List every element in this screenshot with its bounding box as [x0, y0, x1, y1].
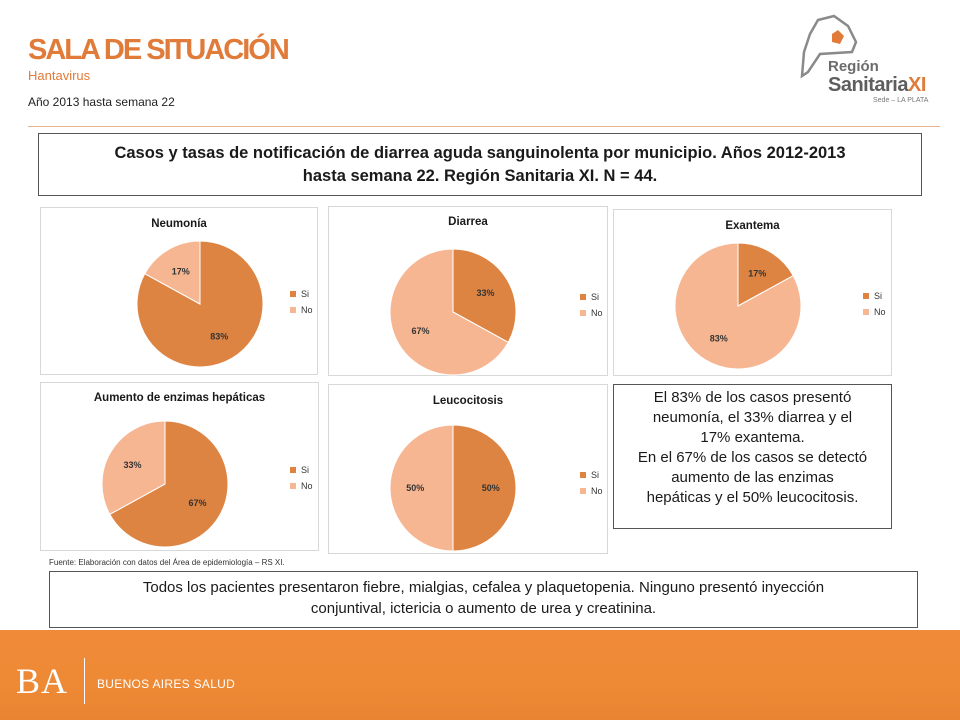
- footer-divider: [84, 658, 85, 704]
- pie-chart-exantema: 17% 83%: [674, 242, 802, 370]
- pie-slice-no: [674, 242, 802, 370]
- chart-legend: Si No: [290, 286, 313, 318]
- legend-label-si: Si: [591, 292, 600, 302]
- report-period: Año 2013 hasta semana 22: [28, 95, 175, 109]
- legend-label-no: No: [874, 307, 886, 317]
- chart-legend: Si No: [863, 288, 886, 320]
- chart-panel-exantema: Exantema 17% 83% Si No: [613, 209, 892, 376]
- footer-ba-logo: BA: [16, 661, 69, 701]
- findings-note-box: El 83% de los casos presentó neumonía, e…: [613, 384, 892, 529]
- pie-slice-si: [452, 424, 517, 552]
- pie-data-label: 33%: [123, 460, 141, 470]
- chart-legend: Si No: [580, 289, 603, 321]
- pie-data-label: 17%: [172, 266, 190, 276]
- logo-sede-label: Sede – LA PLATA: [873, 97, 929, 104]
- chart-panel-diarrea: Diarrea 33% 67% Si No: [328, 206, 608, 376]
- legend-label-si: Si: [591, 470, 600, 480]
- pie-slice-no: [389, 424, 454, 552]
- logo-sanitaria-label: SanitariaXI: [828, 74, 926, 96]
- header-divider: [28, 126, 940, 127]
- note-line: El 83% de los casos presentó: [653, 389, 852, 406]
- legend-swatch-si: [290, 291, 296, 297]
- legend-swatch-si: [290, 467, 296, 473]
- note-line: hepáticas y el 50% leucocitosis.: [646, 489, 859, 506]
- chart-title: Diarrea: [448, 216, 488, 228]
- pie-data-label: 83%: [710, 334, 728, 344]
- chart-title: Exantema: [725, 220, 780, 232]
- note-line: 17% exantema.: [700, 429, 805, 446]
- chart-panel-enzimas: Aumento de enzimas hepáticas 67% 33% Si N…: [40, 382, 319, 551]
- pie-chart-diarrea: 33% 67%: [389, 248, 517, 376]
- source-caption: Fuente: Elaboración con datos del Área d…: [49, 558, 285, 567]
- legend-swatch-no: [863, 309, 869, 315]
- pie-data-label: 50%: [406, 483, 424, 493]
- pie-chart-enzimas: 67% 33%: [101, 420, 229, 548]
- pie-slice-si: [109, 420, 229, 548]
- chart-title: Leucocitosis: [432, 395, 504, 407]
- legend-label-si: Si: [301, 465, 310, 475]
- legend-label-no: No: [591, 308, 603, 318]
- logo-region-label: Región: [828, 58, 879, 75]
- chart-panel-leucocitosis: Leucocitosis 50% 50% Si No: [328, 384, 608, 554]
- legend-label-si: Si: [301, 289, 310, 299]
- page-subtitle: Hantavirus: [28, 68, 91, 83]
- chart-title: Neumonía: [151, 218, 207, 230]
- legend-swatch-si: [863, 293, 869, 299]
- legend-swatch-no: [580, 310, 586, 316]
- note-line: aumento de las enzimas: [671, 469, 834, 486]
- chart-legend: Si No: [290, 462, 313, 494]
- pie-data-label: 33%: [477, 288, 495, 298]
- pie-data-label: 17%: [748, 268, 766, 278]
- chart-legend: Si No: [580, 467, 603, 499]
- pie-data-label: 67%: [189, 498, 207, 508]
- footer-brand-label: BUENOS AIRES SALUD: [97, 677, 236, 691]
- pie-data-label: 83%: [210, 332, 228, 342]
- pie-slice-no: [144, 240, 201, 305]
- chart-title: Aumento de enzimas hepáticas: [93, 392, 266, 404]
- legend-swatch-si: [580, 294, 586, 300]
- legend-label-si: Si: [874, 291, 883, 301]
- pie-data-label: 50%: [482, 483, 500, 493]
- footer-bar: BA BUENOS AIRES SALUD: [0, 630, 960, 720]
- pie-chart-neumonia: 83% 17%: [136, 240, 264, 368]
- page-title: SALA DE SITUACIÓN: [28, 34, 290, 66]
- note-line: neumonía, el 33% diarrea y el: [652, 409, 853, 426]
- summary-box: Todos los pacientes presentaron fiebre, …: [49, 571, 918, 628]
- main-title-line2: hasta semana 22. Región Sanitaria XI. N …: [302, 167, 658, 185]
- legend-swatch-si: [580, 472, 586, 478]
- summary-line1: Todos los pacientes presentaron fiebre, …: [142, 579, 825, 596]
- main-title-line1: Casos y tasas de notificación de diarrea…: [114, 144, 846, 162]
- pie-slice-no: [101, 420, 166, 516]
- legend-swatch-no: [290, 307, 296, 313]
- main-title-box: Casos y tasas de notificación de diarrea…: [38, 133, 922, 196]
- legend-swatch-no: [580, 488, 586, 494]
- pie-slice-no: [389, 248, 509, 376]
- legend-label-no: No: [301, 481, 313, 491]
- legend-label-no: No: [301, 305, 313, 315]
- legend-label-no: No: [591, 486, 603, 496]
- pie-slice-si: [452, 248, 517, 344]
- legend-swatch-no: [290, 483, 296, 489]
- note-line: En el 67% de los casos se detectó: [637, 449, 868, 466]
- pie-slice-si: [737, 242, 794, 307]
- region-map-logo-icon: [800, 14, 858, 79]
- pie-data-label: 67%: [411, 326, 429, 336]
- summary-line2: conjuntival, ictericia o aumento de urea…: [310, 600, 657, 617]
- chart-panel-neumonia: Neumonía 83% 17% Si No: [40, 207, 318, 375]
- pie-chart-leucocitosis: 50% 50%: [389, 424, 517, 552]
